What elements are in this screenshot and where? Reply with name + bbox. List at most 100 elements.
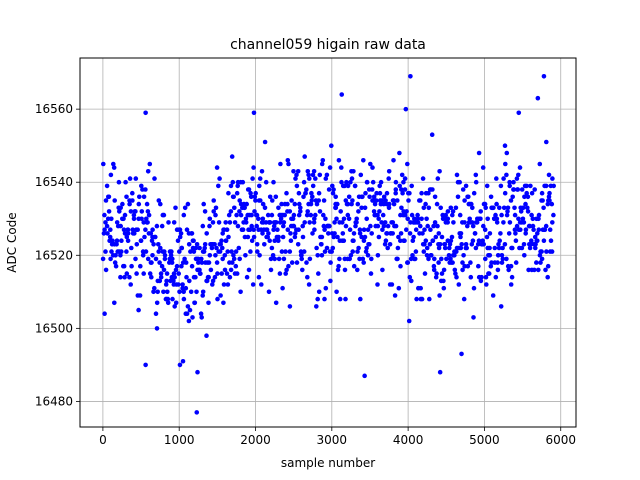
data-point — [157, 278, 163, 284]
data-point — [211, 209, 216, 214]
data-point — [305, 209, 311, 214]
data-point — [419, 216, 424, 222]
data-point — [146, 212, 152, 218]
data-point — [506, 267, 512, 273]
data-point — [191, 249, 197, 254]
data-point — [257, 176, 263, 181]
data-point — [145, 209, 151, 214]
data-point — [415, 216, 421, 222]
data-point — [539, 249, 544, 254]
data-point — [187, 307, 193, 313]
data-point — [127, 274, 132, 280]
data-point — [232, 205, 237, 211]
data-point — [161, 267, 167, 273]
data-point — [504, 212, 510, 218]
data-point — [109, 249, 114, 254]
data-point — [391, 201, 397, 207]
data-point — [127, 201, 132, 207]
data-point — [494, 220, 500, 225]
data-point — [505, 209, 510, 214]
data-point — [247, 227, 253, 232]
data-point — [120, 201, 125, 207]
data-point — [111, 161, 116, 167]
data-point — [214, 260, 220, 265]
outlier-point — [177, 362, 183, 368]
data-point — [158, 274, 164, 280]
data-point — [131, 216, 137, 222]
data-point — [357, 256, 362, 262]
data-point — [112, 260, 118, 265]
data-point — [344, 179, 349, 185]
data-point — [535, 238, 540, 243]
data-point — [236, 245, 242, 251]
y-tick-label: 16540 — [35, 175, 73, 189]
data-point — [457, 212, 463, 218]
data-point — [140, 253, 146, 258]
data-point — [304, 260, 309, 265]
data-point — [173, 267, 179, 273]
data-point — [127, 176, 133, 181]
data-point — [450, 260, 455, 265]
data-point — [298, 209, 303, 214]
data-point — [516, 172, 521, 178]
data-point — [173, 300, 179, 306]
data-point — [476, 150, 482, 156]
data-point — [354, 220, 359, 225]
data-point — [522, 194, 527, 200]
data-point — [248, 194, 254, 200]
data-point — [151, 289, 156, 295]
data-point — [484, 282, 489, 287]
data-point — [139, 209, 145, 214]
data-point — [215, 296, 220, 302]
data-point — [245, 234, 251, 240]
data-point — [101, 161, 106, 167]
outlier-point — [541, 73, 547, 79]
data-point — [144, 216, 149, 222]
data-point — [271, 179, 276, 185]
data-point — [549, 249, 555, 254]
data-point — [487, 231, 493, 236]
data-point — [348, 253, 354, 258]
data-point — [481, 242, 487, 247]
data-point — [102, 227, 107, 232]
data-point — [219, 238, 224, 243]
data-point — [246, 267, 252, 273]
data-point — [116, 179, 122, 185]
data-point — [114, 242, 119, 247]
data-point — [544, 139, 549, 145]
data-point — [117, 209, 122, 214]
data-point — [273, 300, 279, 306]
data-point — [430, 187, 435, 192]
data-point — [282, 212, 288, 218]
data-point — [467, 216, 473, 222]
data-point — [165, 300, 171, 306]
data-point — [321, 223, 327, 229]
data-point — [483, 274, 489, 280]
y-tick-label: 16520 — [35, 248, 73, 262]
data-point — [237, 209, 242, 214]
data-point — [448, 205, 454, 211]
data-point — [414, 296, 419, 302]
data-point — [507, 183, 512, 189]
data-point — [540, 198, 545, 203]
data-point — [378, 179, 384, 185]
data-point — [323, 285, 329, 291]
data-point — [399, 205, 404, 211]
data-point — [458, 245, 464, 251]
data-point — [248, 249, 253, 254]
data-point — [382, 242, 388, 247]
data-point — [410, 253, 415, 258]
data-point — [106, 209, 112, 214]
data-point — [500, 245, 505, 251]
data-point — [524, 183, 529, 189]
data-point — [191, 238, 196, 243]
data-point — [106, 194, 112, 200]
data-point — [201, 249, 207, 254]
data-point — [162, 253, 168, 258]
data-point — [370, 165, 375, 170]
data-point — [301, 249, 307, 254]
data-point — [398, 231, 404, 236]
data-point — [462, 198, 467, 203]
data-point — [237, 256, 242, 262]
